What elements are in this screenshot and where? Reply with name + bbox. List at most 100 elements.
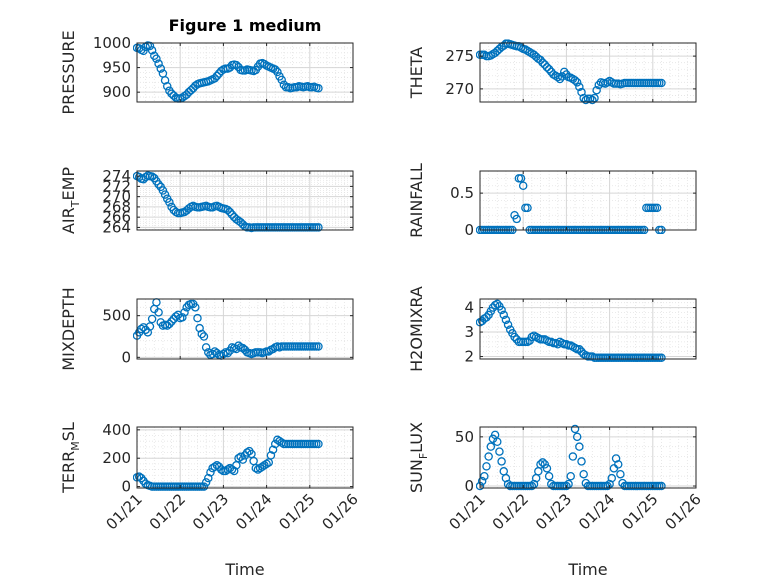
y-axis-label: RAINFALL <box>407 163 426 238</box>
data-point <box>499 310 509 320</box>
series-markers <box>133 435 323 491</box>
data-point <box>227 210 237 219</box>
y-tick-label: 1000 <box>93 34 131 52</box>
data-point <box>212 71 222 81</box>
y-tick-label: 500 <box>102 307 131 325</box>
series-markers <box>133 298 323 360</box>
data-point <box>255 463 265 473</box>
y-tick-label: 950 <box>102 59 131 77</box>
x-tick-label: 01/22 <box>489 490 532 533</box>
data-point <box>542 63 552 72</box>
data-point <box>273 67 282 77</box>
y-axis-label: PRESSURE <box>59 30 78 114</box>
data-point <box>143 328 153 337</box>
data-point <box>572 432 582 442</box>
x-tick-label: 01/23 <box>532 490 575 533</box>
data-point <box>137 324 146 334</box>
data-point <box>657 353 666 363</box>
data-point <box>178 313 187 322</box>
data-point <box>575 82 584 92</box>
y-axis-label: H2OMIXRA <box>407 286 426 372</box>
data-point <box>145 41 155 51</box>
data-point <box>158 186 168 195</box>
series-markers <box>133 41 323 103</box>
y-tick-label: 3 <box>464 323 474 341</box>
series-markers <box>476 424 666 491</box>
y-axis-label: THETA <box>407 47 426 99</box>
data-point <box>484 452 493 461</box>
y-tick-label: 200 <box>102 449 131 467</box>
data-point <box>553 72 563 82</box>
data-point <box>501 315 511 325</box>
y-axis-label: SUNFLUX <box>407 422 430 493</box>
data-point <box>134 172 144 182</box>
data-point <box>180 308 189 317</box>
data-point <box>268 445 278 454</box>
x-tick-label: 01/26 <box>319 490 362 533</box>
y-tick-label: 900 <box>102 83 131 101</box>
subplot-1: 900 950 1000 PRESSURE <box>59 30 354 115</box>
data-point <box>568 452 578 461</box>
data-point <box>191 303 200 312</box>
data-point <box>314 223 323 232</box>
x-axis-label-left: Time <box>224 560 264 579</box>
data-point <box>616 469 625 479</box>
y-tick-label: 274 <box>102 167 131 185</box>
y-axis-label: AIRTEMP <box>59 167 82 234</box>
x-tick-label: 01/23 <box>189 490 232 533</box>
subplot-6: 2 3 4 H2OMIXRA <box>407 286 697 372</box>
data-point <box>497 305 506 315</box>
x-tick-label: 01/25 <box>275 490 318 533</box>
data-point <box>566 471 575 481</box>
data-point <box>212 348 222 358</box>
data-point <box>538 58 547 67</box>
data-point <box>575 344 584 354</box>
series-markers <box>476 299 666 363</box>
data-point <box>544 64 554 74</box>
y-tick-label: 264 <box>102 218 131 236</box>
data-point <box>570 424 580 434</box>
data-point <box>204 348 213 357</box>
data-point <box>536 460 545 469</box>
data-point <box>516 174 526 183</box>
data-point <box>482 462 491 471</box>
data-point <box>152 54 161 63</box>
data-point <box>147 172 157 181</box>
data-point <box>258 462 267 471</box>
data-point <box>592 85 601 95</box>
y-tick-label: 0 <box>464 477 474 495</box>
data-point <box>141 172 150 182</box>
data-point <box>314 83 323 93</box>
x-axis-label-right: Time <box>567 560 607 579</box>
y-tick-label: 4 <box>464 299 474 317</box>
data-point <box>210 74 220 83</box>
axes-box <box>479 42 697 103</box>
data-point <box>314 342 323 351</box>
data-point <box>266 451 276 460</box>
data-point <box>208 349 217 359</box>
data-point <box>497 457 506 466</box>
data-point <box>480 471 489 481</box>
data-point <box>523 203 532 213</box>
subplot-4: 0 0.5 RAINFALL <box>407 163 697 239</box>
y-tick-label: 266 <box>102 208 131 226</box>
data-point <box>162 82 172 91</box>
x-tick-label: 01/21 <box>446 490 489 533</box>
data-point <box>145 322 155 331</box>
data-point <box>536 55 545 65</box>
data-point <box>277 75 286 85</box>
axes-box <box>136 170 354 231</box>
y-tick-label: 50 <box>455 428 474 446</box>
y-tick-label: 272 <box>102 177 131 195</box>
data-point <box>559 67 569 77</box>
data-point <box>154 180 163 189</box>
data-point <box>139 323 148 332</box>
x-tick-label: 01/24 <box>575 490 618 533</box>
y-tick-label: 270 <box>445 80 474 98</box>
plot-area <box>137 427 353 488</box>
data-point <box>154 308 163 317</box>
data-point <box>495 447 504 456</box>
data-point <box>160 190 170 199</box>
data-point <box>482 313 491 322</box>
